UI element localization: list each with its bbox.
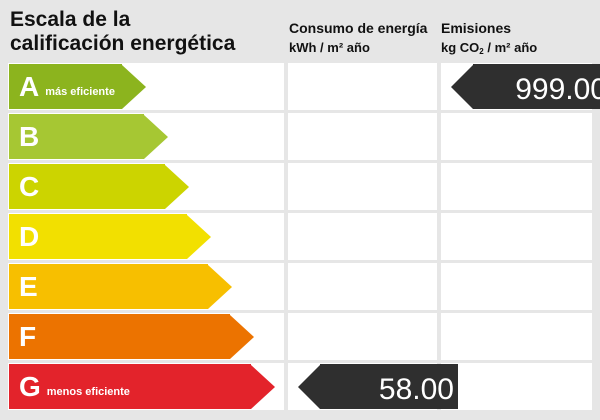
- emisiones-cell: [441, 313, 592, 360]
- rating-arrow-c: C: [9, 164, 189, 209]
- emisiones-header-unit: kg CO2 / m² año: [441, 38, 591, 61]
- rating-letter: C: [19, 170, 40, 202]
- emisiones-value: 999.00: [473, 64, 600, 109]
- consumo-header-unit: kWh / m² año: [289, 40, 370, 55]
- emisiones-unit-suffix: / m² año: [483, 40, 538, 55]
- emisiones-value-badge: 999.00: [451, 64, 600, 109]
- emisiones-cell: [441, 263, 592, 310]
- consumo-value-badge: 58.00: [298, 364, 458, 409]
- consumo-cell: [288, 113, 437, 160]
- emisiones-unit-prefix: kg CO: [441, 40, 480, 55]
- consumo-cell: [288, 213, 437, 260]
- consumo-cell: [288, 263, 437, 310]
- rating-desc: menos eficiente: [46, 385, 130, 398]
- emisiones-header-label: Emisiones: [441, 20, 512, 36]
- consumo-header-label: Consumo de energía: [289, 20, 428, 36]
- scale-title: Escala de la calificación energética: [10, 8, 280, 56]
- rating-letter: F: [19, 320, 37, 352]
- emisiones-header: Emisiones kg CO2 / m² año: [441, 19, 591, 61]
- rating-arrow-e: E: [9, 264, 232, 309]
- rating-letter: A: [19, 70, 40, 102]
- rating-desc: más eficiente: [45, 85, 115, 98]
- rating-letter: G: [19, 370, 41, 402]
- rating-row-d: D: [8, 213, 592, 260]
- consumo-cell: [288, 163, 437, 210]
- emisiones-cell: [441, 213, 592, 260]
- emisiones-cell: [441, 163, 592, 210]
- rating-arrow-b: B: [9, 114, 168, 159]
- rating-arrow-d: D: [9, 214, 211, 259]
- emisiones-cell: [441, 113, 592, 160]
- rating-letter: D: [19, 220, 40, 252]
- scale-title-line2: calificación energética: [10, 32, 236, 55]
- rating-row-e: E: [8, 263, 592, 310]
- rating-row-f: F: [8, 313, 592, 360]
- rating-arrow-f: F: [9, 314, 254, 359]
- rating-letter: B: [19, 120, 40, 152]
- rating-letter: E: [19, 270, 38, 302]
- rating-row-c: C: [8, 163, 592, 210]
- consumo-value: 58.00: [320, 364, 458, 409]
- emisiones-unit-sub: 2: [479, 47, 484, 56]
- emisiones-cell: [441, 363, 592, 410]
- consumo-cell: [288, 63, 437, 110]
- consumo-header: Consumo de energía kWh / m² año: [289, 19, 439, 57]
- scale-title-line1: Escala de la: [10, 8, 131, 31]
- consumo-cell: [288, 313, 437, 360]
- rating-row-b: B: [8, 113, 592, 160]
